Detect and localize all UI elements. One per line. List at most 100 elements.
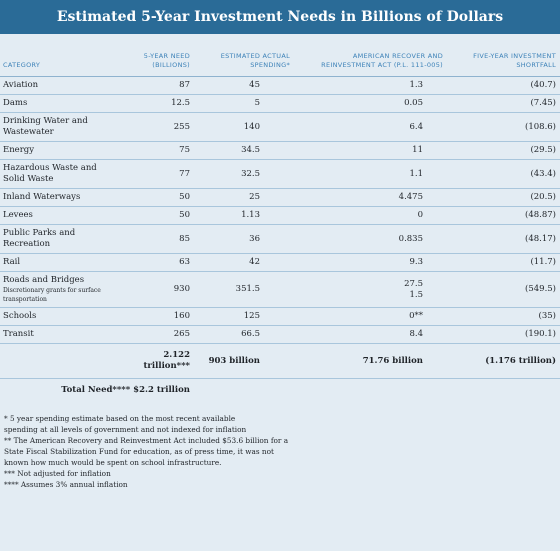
totals-category-cell [0, 343, 112, 379]
header-row: CATEGORY 5-YEAR NEED (BILLIONS) ESTIMATE… [0, 34, 560, 77]
need-cell: 930 [112, 271, 194, 308]
table-row: Public Parks and Recreation 85 36 0.835 … [0, 224, 560, 254]
shortfall-cell: (549.5) [447, 271, 560, 308]
spending-cell: 32.5 [194, 159, 294, 189]
arra-value: 27.5 [404, 278, 423, 289]
table-row: Hazardous Waste and Solid Waste 77 32.5 … [0, 159, 560, 189]
spending-cell: 66.5 [194, 325, 294, 344]
arra-cell: 4.475 [294, 188, 447, 207]
need-cell: 87 [112, 76, 194, 95]
shortfall-cell: (20.5) [447, 188, 560, 207]
need-cell: 77 [112, 159, 194, 189]
empty-cell [447, 379, 560, 400]
shortfall-cell: (7.45) [447, 94, 560, 113]
need-cell: 63 [112, 253, 194, 272]
shortfall-cell: (40.7) [447, 76, 560, 95]
header-arra: AMERICAN RECOVER AND REINVESTMENT ACT (P… [294, 34, 447, 77]
arra-cell: 0 [294, 206, 447, 225]
total-need-cell: 2.122 trillion*** [112, 343, 194, 379]
arra-cell: 9.3 [294, 253, 447, 272]
table-title-bar: Estimated 5-Year Investment Needs in Bil… [0, 0, 560, 34]
category-label: Roads and Bridges [3, 275, 85, 285]
table-row: Aviation 87 45 1.3 (40.7) [0, 76, 560, 95]
spending-cell: 140 [194, 112, 294, 142]
empty-cell [294, 379, 447, 400]
total-need-label: Total Need**** $2.2 trillion [61, 385, 190, 395]
header-spending: ESTIMATED ACTUAL SPENDING* [194, 34, 294, 77]
spending-cell: 1.13 [194, 206, 294, 225]
shortfall-cell: (48.87) [447, 206, 560, 225]
shortfall-cell: (29.5) [447, 141, 560, 160]
table-title: Estimated 5-Year Investment Needs in Bil… [56, 9, 504, 25]
spending-cell: 36 [194, 224, 294, 254]
category-sublabel: Discretionary grants for surface transpo… [3, 287, 101, 303]
arra-cell: 11 [294, 141, 447, 160]
table-row: Dams 12.5 5 0.05 (7.45) [0, 94, 560, 113]
need-cell: 265 [112, 325, 194, 344]
category-cell: Energy [0, 141, 112, 160]
spending-cell: 45 [194, 76, 294, 95]
table-row: Schools 160 125 0** (35) [0, 307, 560, 326]
need-cell: 75 [112, 141, 194, 160]
spending-cell: 5 [194, 94, 294, 113]
need-cell: 85 [112, 224, 194, 254]
footnote: **** Assumes 3% annual inflation [4, 480, 128, 489]
totals-row: 2.122 trillion*** 903 billion 71.76 bill… [0, 343, 560, 379]
category-cell: Roads and Bridges Discretionary grants f… [0, 271, 112, 308]
footnotes: * 5 year spending estimate based on the … [0, 399, 560, 490]
arra-cell: 1.3 [294, 76, 447, 95]
shortfall-cell: (48.17) [447, 224, 560, 254]
category-cell: Drinking Water and Wastewater [0, 112, 112, 142]
category-cell: Inland Waterways [0, 188, 112, 207]
category-cell: Rail [0, 253, 112, 272]
arra-cell: 27.5 1.5 [294, 271, 447, 308]
arra-cell: 6.4 [294, 112, 447, 142]
header-category: CATEGORY [0, 34, 112, 77]
need-cell: 160 [112, 307, 194, 326]
shortfall-cell: (35) [447, 307, 560, 326]
investment-table-wrap: CATEGORY 5-YEAR NEED (BILLIONS) ESTIMATE… [0, 34, 560, 490]
category-cell: Public Parks and Recreation [0, 224, 112, 254]
table-row: Energy 75 34.5 11 (29.5) [0, 141, 560, 160]
footnote: ** The American Recovery and Reinvestmen… [4, 436, 289, 467]
category-cell: Hazardous Waste and Solid Waste [0, 159, 112, 189]
shortfall-cell: (11.7) [447, 253, 560, 272]
table-row: Levees 50 1.13 0 (48.87) [0, 206, 560, 225]
category-cell: Levees [0, 206, 112, 225]
footnote: *** Not adjusted for inflation [4, 469, 111, 478]
total-spending-cell: 903 billion [194, 343, 294, 379]
shortfall-cell: (190.1) [447, 325, 560, 344]
total-need-row: Total Need**** $2.2 trillion [0, 379, 560, 400]
arra-cell: 0.835 [294, 224, 447, 254]
investment-table: CATEGORY 5-YEAR NEED (BILLIONS) ESTIMATE… [0, 34, 560, 399]
table-row: Inland Waterways 50 25 4.475 (20.5) [0, 188, 560, 207]
spending-cell: 351.5 [194, 271, 294, 308]
table-row: Roads and Bridges Discretionary grants f… [0, 271, 560, 308]
arra-cell: 8.4 [294, 325, 447, 344]
table-row: Rail 63 42 9.3 (11.7) [0, 253, 560, 272]
footnote: * 5 year spending estimate based on the … [4, 414, 247, 434]
arra-cell: 1.1 [294, 159, 447, 189]
total-shortfall-cell: (1.176 trillion) [447, 343, 560, 379]
table-row: Transit 265 66.5 8.4 (190.1) [0, 325, 560, 344]
empty-cell [194, 379, 294, 400]
spending-cell: 42 [194, 253, 294, 272]
category-cell: Aviation [0, 76, 112, 95]
arra-cell: 0.05 [294, 94, 447, 113]
category-cell: Dams [0, 94, 112, 113]
header-need: 5-YEAR NEED (BILLIONS) [112, 34, 194, 77]
spending-cell: 34.5 [194, 141, 294, 160]
category-cell: Transit [0, 325, 112, 344]
need-cell: 50 [112, 206, 194, 225]
spending-cell: 125 [194, 307, 294, 326]
arra-cell: 0** [294, 307, 447, 326]
spending-cell: 25 [194, 188, 294, 207]
total-arra-cell: 71.76 billion [294, 343, 447, 379]
table-row: Drinking Water and Wastewater 255 140 6.… [0, 112, 560, 142]
shortfall-cell: (43.4) [447, 159, 560, 189]
need-cell: 255 [112, 112, 194, 142]
need-cell: 12.5 [112, 94, 194, 113]
shortfall-cell: (108.6) [447, 112, 560, 142]
header-shortfall: FIVE-YEAR INVESTMENT SHORTFALL [447, 34, 560, 77]
category-cell: Schools [0, 307, 112, 326]
